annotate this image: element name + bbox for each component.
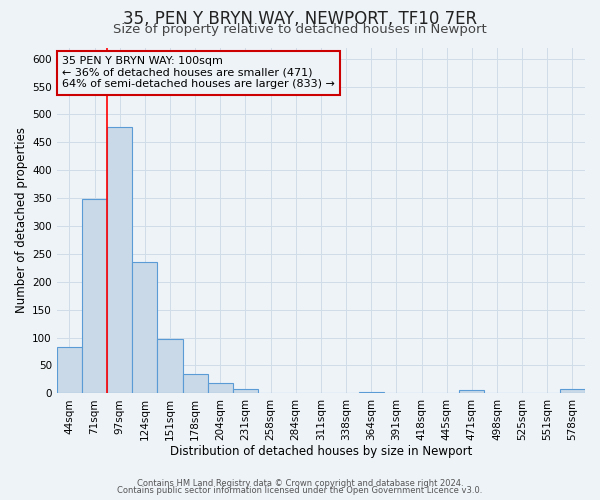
X-axis label: Distribution of detached houses by size in Newport: Distribution of detached houses by size … [170,444,472,458]
Bar [208,384,233,394]
Bar [560,390,585,394]
Text: Contains public sector information licensed under the Open Government Licence v3: Contains public sector information licen… [118,486,482,495]
Text: 35 PEN Y BRYN WAY: 100sqm
← 36% of detached houses are smaller (471)
64% of semi: 35 PEN Y BRYN WAY: 100sqm ← 36% of detac… [62,56,335,90]
Bar [182,374,208,394]
Y-axis label: Number of detached properties: Number of detached properties [15,128,28,314]
Bar [132,262,157,394]
Text: Contains HM Land Registry data © Crown copyright and database right 2024.: Contains HM Land Registry data © Crown c… [137,478,463,488]
Text: 35, PEN Y BRYN WAY, NEWPORT, TF10 7ER: 35, PEN Y BRYN WAY, NEWPORT, TF10 7ER [123,10,477,28]
Bar [359,392,384,394]
Bar [233,389,258,394]
Bar [82,199,107,394]
Bar [57,347,82,394]
Bar [107,126,132,394]
Bar [157,339,182,394]
Text: Size of property relative to detached houses in Newport: Size of property relative to detached ho… [113,22,487,36]
Bar [459,390,484,394]
